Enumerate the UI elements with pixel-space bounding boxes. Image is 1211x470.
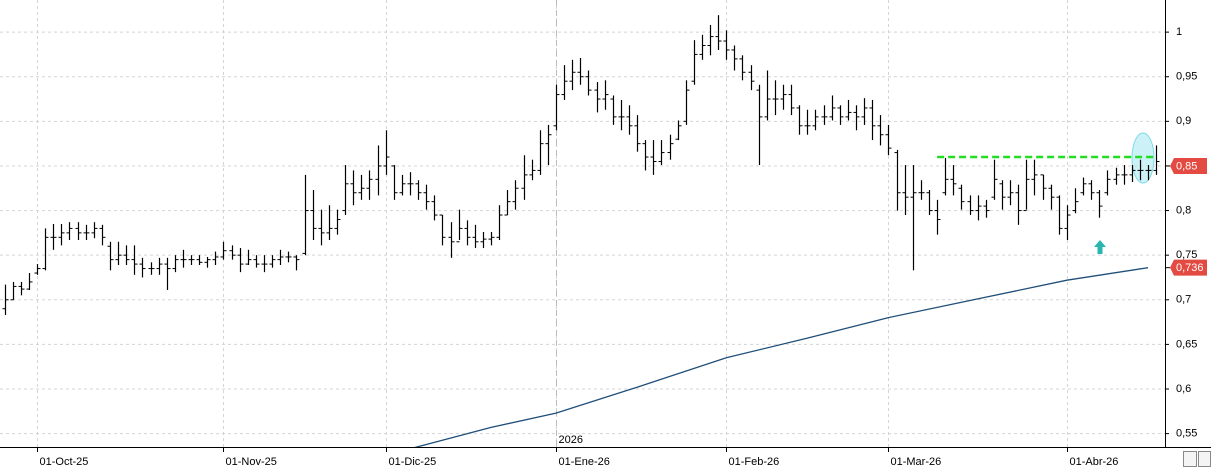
- y-tick-label: 0,8: [1176, 204, 1191, 216]
- toolbar-button[interactable]: [1183, 451, 1197, 467]
- x-tick-label: 01-Abr-26: [1070, 456, 1119, 468]
- x-tick-label: 01-Oct-25: [40, 456, 89, 468]
- year-label: 2026: [559, 434, 583, 446]
- moving-average: [414, 267, 1149, 447]
- x-tick-label: 01-Feb-26: [729, 456, 780, 468]
- y-tick-label: 0,7: [1176, 294, 1191, 306]
- x-tick-label: 01-Ene-26: [559, 456, 610, 468]
- y-tick-label: 1: [1176, 26, 1182, 38]
- x-tick-label: 01-Nov-25: [226, 456, 277, 468]
- y-tick-label: 0,55: [1176, 428, 1197, 440]
- y-tick-label: 0,6: [1176, 383, 1191, 395]
- y-tick-label: 0,75: [1176, 249, 1197, 261]
- x-tick-label: 01-Dic-25: [389, 456, 437, 468]
- up-arrow: [1094, 240, 1106, 254]
- y-tick-label: 0,95: [1176, 71, 1197, 83]
- price-label-box: [1170, 259, 1207, 276]
- price-label: 0,85: [1176, 160, 1197, 172]
- price-label: 0,736: [1176, 262, 1204, 274]
- y-tick-label: 0,9: [1176, 115, 1191, 127]
- price-label-box: [1170, 157, 1207, 174]
- toolbar-button[interactable]: [1198, 451, 1211, 467]
- x-tick-label: 01-Mar-26: [891, 456, 942, 468]
- y-tick-label: 0,65: [1176, 338, 1197, 350]
